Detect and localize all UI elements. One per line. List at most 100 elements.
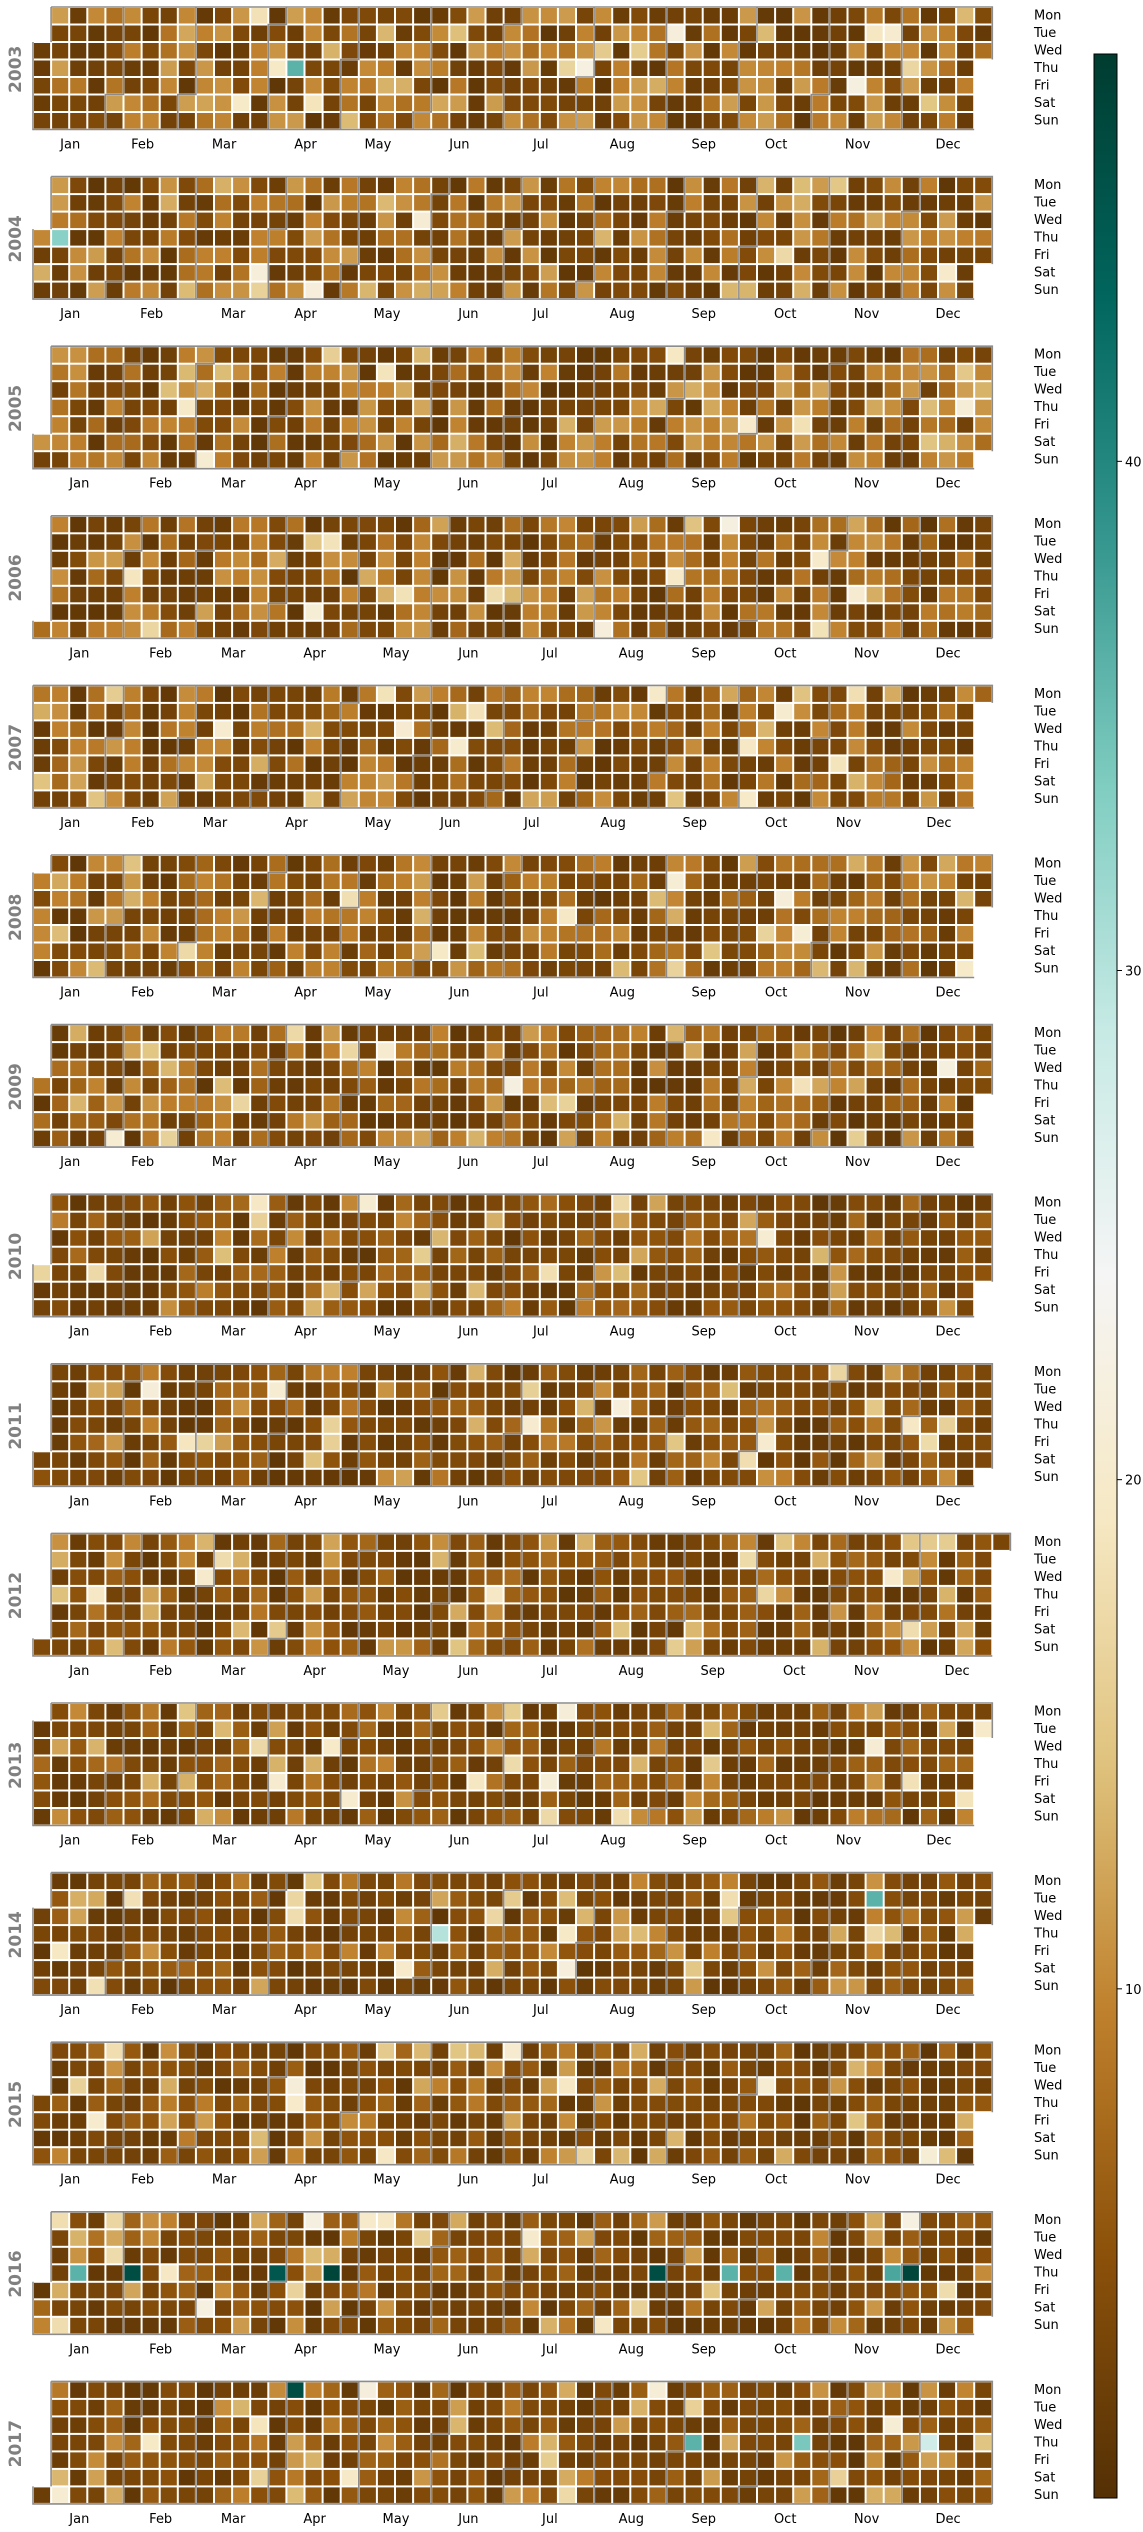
day-cell: [124, 1364, 141, 1381]
day-cell: [558, 417, 575, 433]
day-cell: [920, 961, 937, 977]
day-cell: [88, 1891, 105, 1907]
day-cell: [957, 961, 974, 977]
day-cell: [649, 1908, 666, 1925]
day-cell: [613, 1469, 630, 1486]
day-cell: [776, 1791, 793, 1807]
day-cell: [848, 1282, 865, 1299]
day-cell: [631, 364, 648, 381]
day-cell: [739, 1247, 756, 1264]
day-cell: [613, 1604, 630, 1620]
day-cell: [160, 1247, 177, 1264]
day-cell: [341, 2095, 358, 2112]
day-cell: [88, 1774, 105, 1790]
day-cell: [649, 1873, 666, 1890]
day-cell: [160, 856, 177, 872]
day-cell: [939, 434, 956, 451]
day-cell: [739, 2130, 756, 2147]
day-cell: [287, 773, 304, 790]
month-label: Dec: [936, 477, 961, 492]
day-cell: [196, 2130, 213, 2147]
day-cell: [939, 1382, 956, 1398]
day-cell: [486, 1247, 503, 1264]
day-cell: [975, 43, 992, 59]
day-cell: [758, 2148, 775, 2164]
month-label: Feb: [131, 1155, 154, 1170]
day-cell: [287, 1756, 304, 1772]
day-cell: [233, 773, 250, 790]
day-cell: [739, 452, 756, 468]
day-cell: [396, 265, 413, 281]
day-cell: [377, 1230, 394, 1246]
day-cell: [106, 703, 123, 720]
day-cell: [812, 417, 829, 433]
day-cell: [577, 1756, 594, 1772]
day-cell: [595, 265, 612, 281]
day-cell: [323, 891, 340, 907]
day-cell: [866, 1265, 883, 1281]
day-cell: [106, 434, 123, 451]
day-cell: [106, 738, 123, 755]
day-cell: [432, 1417, 449, 1433]
day-cell: [468, 551, 485, 568]
day-cell: [920, 1025, 937, 1042]
month-label: Aug: [619, 1664, 644, 1679]
day-cell: [830, 1300, 847, 1316]
day-cell: [902, 756, 919, 772]
day-cell: [88, 1926, 105, 1942]
day-cell: [884, 113, 901, 129]
day-cell: [287, 703, 304, 720]
day-cell: [939, 43, 956, 59]
day-cell: [794, 434, 811, 451]
day-cell: [341, 1364, 358, 1381]
day-cell: [667, 1943, 684, 1960]
day-cell: [595, 791, 612, 807]
day-cell: [215, 113, 232, 129]
day-cell: [196, 1043, 213, 1059]
day-cell: [88, 1113, 105, 1129]
day-cell: [142, 2078, 159, 2094]
day-label: Fri: [1034, 757, 1050, 772]
day-cell: [685, 177, 702, 194]
day-cell: [631, 1704, 648, 1720]
day-cell: [70, 1282, 87, 1299]
day-cell: [196, 60, 213, 76]
day-cell: [142, 961, 159, 977]
day-cell: [178, 8, 195, 24]
day-cell: [685, 551, 702, 568]
day-cell: [106, 891, 123, 907]
day-cell: [848, 1943, 865, 1960]
day-cell: [486, 891, 503, 907]
day-cell: [577, 452, 594, 468]
day-cell: [631, 1739, 648, 1755]
day-cell: [396, 60, 413, 76]
day-cell: [703, 43, 720, 59]
day-cell: [323, 1586, 340, 1603]
day-cell: [287, 1043, 304, 1059]
day-cell: [649, 908, 666, 924]
day-cell: [667, 1130, 684, 1147]
day-cell: [975, 417, 992, 433]
day-cell: [287, 177, 304, 194]
day-cell: [305, 1908, 322, 1925]
day-cell: [739, 25, 756, 41]
day-cell: [848, 1434, 865, 1451]
day-cell: [486, 8, 503, 24]
day-cell: [739, 1809, 756, 1825]
day-cell: [758, 551, 775, 568]
day-cell: [450, 891, 467, 907]
day-cell: [160, 230, 177, 246]
day-cell: [178, 1551, 195, 1568]
day-cell: [414, 282, 431, 299]
day-cell: [251, 195, 268, 211]
day-cell: [359, 1721, 376, 1737]
day-cell: [305, 1891, 322, 1907]
day-cell: [504, 1060, 521, 1077]
month-label: Aug: [601, 1834, 626, 1849]
day-cell: [685, 1469, 702, 1486]
day-cell: [414, 1130, 431, 1147]
day-cell: [522, 873, 539, 889]
day-cell: [34, 1469, 51, 1486]
day-cell: [776, 1417, 793, 1433]
day-cell: [558, 2078, 575, 2094]
